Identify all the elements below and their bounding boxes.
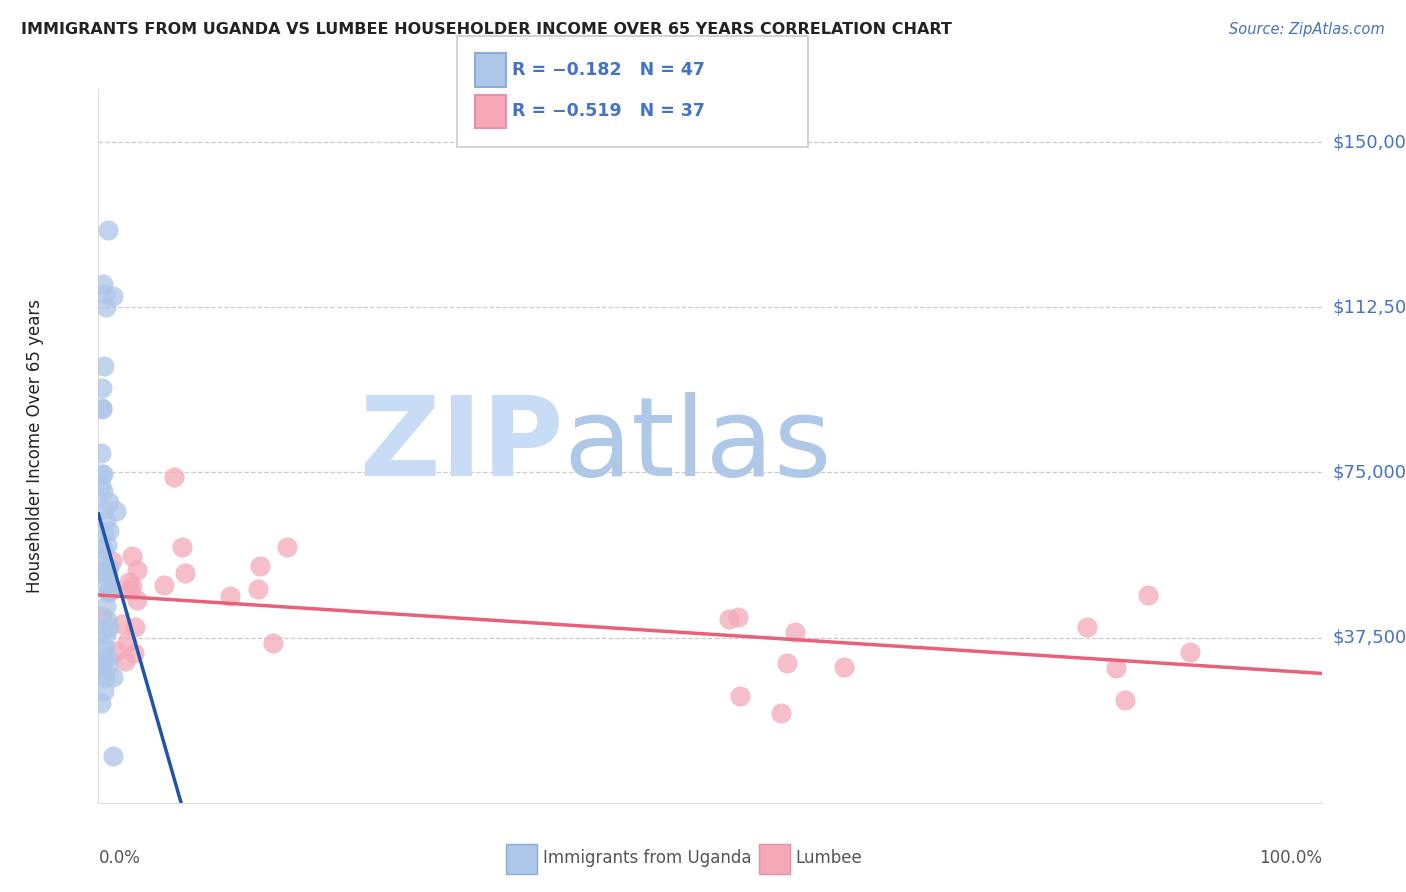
- Point: [121, 579, 143, 593]
- Point: [93, 501, 115, 516]
- Point: [93, 683, 115, 698]
- Point: [94, 287, 117, 301]
- Text: $150,000: $150,000: [1333, 133, 1406, 151]
- Point: [101, 670, 124, 684]
- Text: IMMIGRANTS FROM UGANDA VS LUMBEE HOUSEHOLDER INCOME OVER 65 YEARS CORRELATION CH: IMMIGRANTS FROM UGANDA VS LUMBEE HOUSEHO…: [21, 22, 952, 37]
- Point: [118, 575, 141, 590]
- Point: [262, 636, 284, 650]
- Point: [101, 289, 124, 303]
- Point: [90, 565, 112, 579]
- Point: [125, 562, 148, 576]
- Text: 100.0%: 100.0%: [1258, 849, 1322, 867]
- Point: [97, 524, 120, 538]
- Text: atlas: atlas: [564, 392, 832, 500]
- Text: Householder Income Over 65 years: Householder Income Over 65 years: [25, 299, 44, 593]
- Point: [98, 620, 121, 634]
- Point: [1136, 588, 1159, 602]
- Point: [114, 654, 136, 668]
- Point: [98, 495, 121, 509]
- Point: [93, 525, 115, 540]
- Text: R = −0.519   N = 37: R = −0.519 N = 37: [512, 103, 704, 120]
- Point: [218, 589, 240, 603]
- Point: [90, 552, 112, 566]
- Point: [1105, 661, 1128, 675]
- Point: [101, 748, 124, 763]
- Point: [249, 558, 271, 573]
- Point: [117, 635, 139, 649]
- Point: [93, 359, 115, 374]
- Point: [124, 620, 146, 634]
- Point: [96, 513, 118, 527]
- Point: [769, 706, 792, 721]
- Point: [93, 665, 115, 680]
- Point: [96, 538, 118, 552]
- Point: [91, 624, 114, 638]
- Text: R = −0.182   N = 47: R = −0.182 N = 47: [512, 61, 704, 78]
- Text: $75,000: $75,000: [1333, 464, 1406, 482]
- Point: [96, 613, 118, 627]
- Point: [101, 554, 124, 568]
- Point: [90, 467, 112, 481]
- Point: [91, 657, 114, 672]
- Point: [122, 646, 145, 660]
- Point: [94, 640, 117, 655]
- Text: $37,500: $37,500: [1333, 629, 1406, 647]
- Point: [97, 223, 120, 237]
- Point: [97, 585, 120, 599]
- Point: [118, 583, 141, 598]
- Text: 0.0%: 0.0%: [98, 849, 141, 867]
- Text: ZIP: ZIP: [360, 392, 564, 500]
- Point: [96, 650, 118, 665]
- Point: [776, 656, 799, 670]
- Text: $112,500: $112,500: [1333, 298, 1406, 317]
- Point: [94, 561, 117, 575]
- Point: [1180, 645, 1202, 659]
- Point: [97, 584, 120, 599]
- Point: [785, 624, 807, 639]
- Point: [127, 593, 149, 607]
- Point: [91, 467, 114, 482]
- Point: [97, 658, 120, 673]
- Point: [728, 689, 751, 703]
- Point: [93, 671, 115, 685]
- Point: [153, 578, 176, 592]
- Point: [94, 627, 117, 641]
- Point: [162, 470, 184, 484]
- Point: [276, 541, 298, 555]
- Point: [93, 567, 115, 582]
- Point: [98, 560, 121, 574]
- Point: [97, 568, 120, 582]
- Point: [90, 697, 112, 711]
- Point: [121, 549, 143, 563]
- Text: Immigrants from Uganda: Immigrants from Uganda: [543, 849, 751, 867]
- Point: [91, 401, 114, 415]
- Point: [91, 277, 114, 291]
- Point: [104, 503, 127, 517]
- Point: [246, 582, 269, 596]
- Point: [111, 616, 134, 631]
- Text: Lumbee: Lumbee: [796, 849, 862, 867]
- Point: [91, 609, 114, 624]
- Point: [90, 401, 112, 416]
- Point: [173, 566, 195, 580]
- Point: [94, 300, 117, 314]
- Point: [834, 660, 856, 674]
- Point: [90, 660, 112, 674]
- Point: [105, 644, 128, 658]
- Point: [727, 610, 749, 624]
- Point: [717, 612, 740, 626]
- Point: [1076, 620, 1098, 634]
- Point: [91, 381, 114, 395]
- Point: [94, 576, 117, 591]
- Point: [100, 582, 122, 596]
- Point: [172, 540, 194, 554]
- Point: [1114, 692, 1136, 706]
- Point: [91, 541, 114, 556]
- Point: [94, 599, 117, 613]
- Point: [90, 479, 112, 493]
- Point: [91, 483, 114, 498]
- Text: Source: ZipAtlas.com: Source: ZipAtlas.com: [1229, 22, 1385, 37]
- Point: [91, 642, 114, 657]
- Point: [90, 446, 112, 460]
